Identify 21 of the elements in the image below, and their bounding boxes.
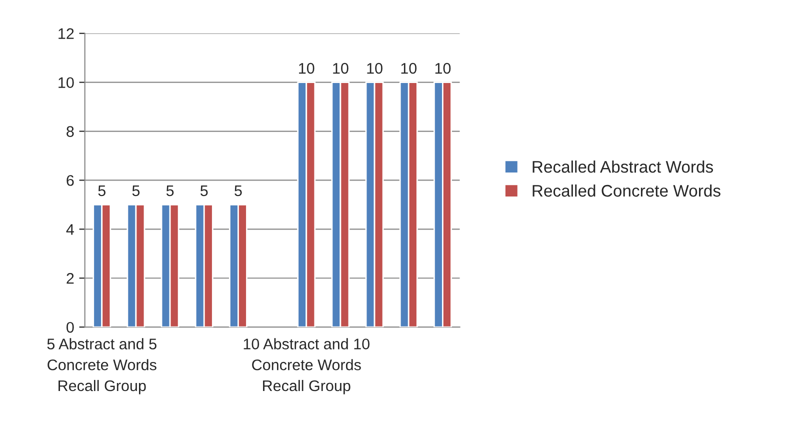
data-label: 10 xyxy=(333,62,348,74)
y-tick-label: 2 xyxy=(66,272,74,284)
y-tick-label: 10 xyxy=(58,77,74,88)
y-tick-label: 12 xyxy=(58,28,74,39)
data-label: 5 xyxy=(166,185,174,196)
data-label: 5 xyxy=(132,185,140,196)
data-label: 10 xyxy=(299,62,314,74)
y-tick-label: 6 xyxy=(66,175,74,186)
data-label: 5 xyxy=(234,185,242,196)
data-label: 10 xyxy=(435,62,451,74)
x-tick-label: 5 Abstract and 5 Concrete Words Recall Group xyxy=(47,338,156,394)
data-label: 5 xyxy=(200,185,208,196)
data-label: 10 xyxy=(367,62,382,74)
legend-label: Recalled Abstract Words xyxy=(532,160,713,173)
legend-label: Recalled Concrete Words xyxy=(532,184,720,197)
data-label: 5 xyxy=(98,185,106,196)
y-tick-label: 0 xyxy=(66,322,74,333)
y-tick-label: 4 xyxy=(66,224,74,235)
x-tick-label: 10 Abstract and 10 Concrete Words Recall Group xyxy=(244,338,370,394)
data-label: 10 xyxy=(401,62,417,74)
y-tick-label: 8 xyxy=(66,126,74,137)
